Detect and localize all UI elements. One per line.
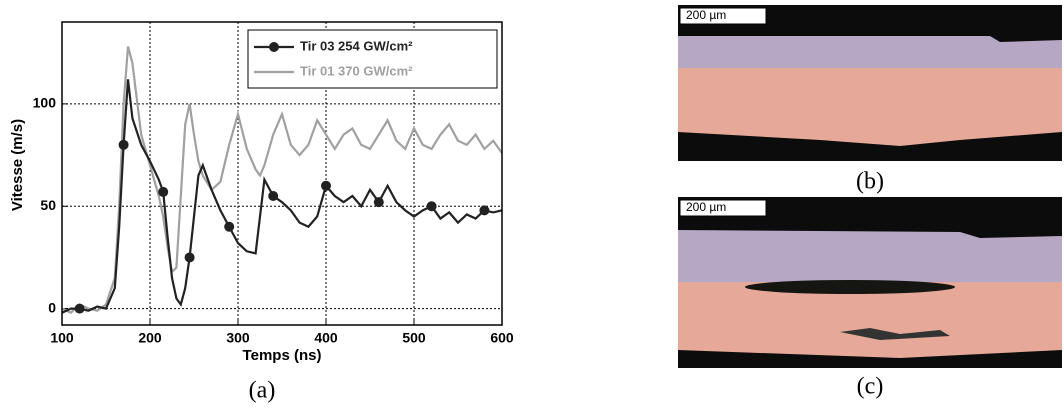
data-point	[158, 186, 169, 197]
data-point	[224, 221, 235, 232]
scale-label: 200 µm	[686, 8, 726, 22]
y-tick-label: 0	[48, 299, 56, 315]
data-point	[479, 205, 490, 216]
micrograph-b	[678, 5, 1062, 161]
x-tick-label: 200	[138, 330, 162, 346]
data-point	[373, 197, 384, 208]
caption: (b)	[856, 169, 884, 195]
data-point	[426, 201, 437, 212]
x-tick-label: 500	[402, 330, 426, 346]
legend-label: Tir 03 254 GW/cm²	[300, 38, 413, 53]
data-point	[321, 180, 331, 191]
legend-marker	[269, 42, 279, 52]
data-line	[61, 79, 503, 314]
caption: (a)	[249, 378, 276, 404]
x-axis-label: Temps (ns)	[243, 347, 322, 364]
x-tick-label: 100	[50, 330, 74, 346]
x-tick-label: 600	[490, 330, 514, 346]
micrograph-c	[678, 197, 1062, 368]
legend-box	[247, 29, 498, 89]
data-point	[74, 303, 85, 314]
y-tick-label: 100	[33, 95, 57, 111]
data-point	[118, 139, 129, 150]
legend-label: Tir 01 370 GW/cm²	[300, 63, 413, 78]
data-line	[61, 46, 503, 315]
y-axis-label: Vitesse (m/s)	[9, 119, 26, 211]
data-point	[268, 191, 279, 202]
x-tick-label: 300	[226, 330, 250, 346]
scale-label: 200 µm	[686, 200, 726, 214]
y-tick-label: 50	[40, 197, 56, 213]
plot-frame	[61, 21, 503, 326]
caption: (c)	[857, 374, 884, 400]
x-tick-label: 400	[314, 330, 338, 346]
data-point	[184, 252, 195, 263]
